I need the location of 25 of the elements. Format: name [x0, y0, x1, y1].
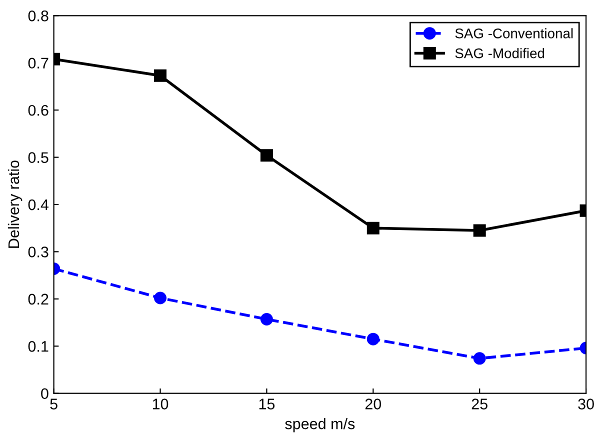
y-tick-label: 0.7 [28, 58, 48, 69]
y-tick-label: 0.4 [28, 199, 49, 210]
legend-label: SAG -Conventional [455, 28, 573, 38]
x-tick-label: 10 [152, 398, 168, 410]
point [154, 292, 167, 304]
x-tick-label: 20 [365, 398, 382, 410]
point [260, 312, 273, 326]
y-tick-label: 0.2 [28, 294, 48, 305]
point [366, 222, 380, 234]
legend-label: SAG -Modified [455, 48, 544, 58]
y-axis-title: Delivery ratio [8, 160, 22, 248]
x-tick-label: 5 [50, 398, 58, 410]
y-tick-label: 0 [41, 388, 48, 400]
x-axis-title: speed m/s [285, 418, 355, 432]
point [154, 69, 167, 82]
point [260, 149, 273, 162]
y-tick-label: 0.3 [28, 246, 48, 258]
point [366, 332, 380, 346]
x-tick-label: 15 [259, 398, 275, 410]
y-tick-label: 0.5 [28, 152, 48, 163]
x-tick-label: 25 [472, 398, 488, 410]
y-tick-label: 0.1 [28, 341, 48, 352]
x-tick-label: 30 [578, 398, 594, 410]
y-tick-label: 0.6 [28, 104, 48, 116]
y-tick-label: 0.8 [28, 10, 48, 22]
